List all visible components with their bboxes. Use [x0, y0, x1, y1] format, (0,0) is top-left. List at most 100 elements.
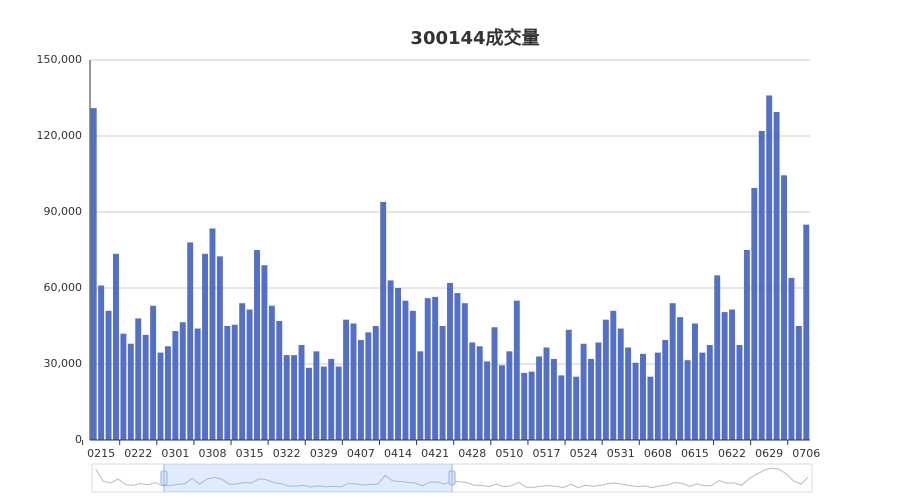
- x-tick-label: 0510: [495, 447, 523, 460]
- x-tick-label: 0421: [421, 447, 449, 460]
- bar: [550, 358, 557, 440]
- y-tick-label: 150,000: [37, 53, 83, 66]
- bar: [595, 342, 602, 440]
- bar: [113, 253, 119, 440]
- bar: [491, 327, 498, 440]
- bar: [602, 319, 609, 440]
- bar: [699, 352, 706, 440]
- bar: [306, 367, 312, 440]
- x-tick-label: 0428: [458, 447, 486, 460]
- y-tick-label: 30,000: [44, 357, 83, 370]
- y-tick-label: 60,000: [44, 281, 83, 294]
- bar: [409, 310, 416, 440]
- x-tick-label: 0615: [681, 447, 709, 460]
- bar: [654, 352, 661, 440]
- x-tick-label: 0315: [236, 447, 264, 460]
- x-tick-label: 0629: [755, 447, 783, 460]
- bar: [380, 201, 387, 440]
- bar: [580, 343, 587, 440]
- bar: [157, 352, 164, 440]
- x-tick-label: 0608: [644, 447, 672, 460]
- bar: [395, 288, 402, 440]
- bar: [150, 305, 157, 440]
- bar: [350, 323, 357, 440]
- bar: [439, 326, 446, 440]
- bar: [721, 312, 728, 440]
- x-tick-label: 0531: [607, 447, 635, 460]
- bar: [795, 326, 802, 440]
- x-tick-label: 0301: [161, 447, 189, 460]
- bar: [357, 339, 364, 440]
- bar: [543, 347, 550, 440]
- bar: [343, 319, 350, 440]
- x-tick-label: 0517: [532, 447, 560, 460]
- bar: [105, 310, 112, 440]
- bar: [751, 187, 758, 440]
- bar: [447, 282, 453, 440]
- x-tick-label: 0215: [87, 447, 115, 460]
- bar: [142, 334, 149, 440]
- chart-title: 300144成交量: [410, 27, 539, 49]
- x-tick-label: 0414: [384, 447, 412, 460]
- bar: [209, 228, 216, 440]
- bar: [506, 351, 513, 440]
- x-tick-label: 0622: [718, 447, 746, 460]
- bar: [781, 175, 787, 440]
- zoom-window[interactable]: [164, 464, 452, 492]
- bar: [335, 366, 342, 440]
- bar: [788, 277, 795, 440]
- bar: [127, 343, 134, 440]
- bar: [536, 356, 543, 440]
- x-tick-label: 0329: [310, 447, 338, 460]
- bar: [402, 300, 409, 440]
- bar: [773, 111, 780, 440]
- bar: [179, 322, 186, 440]
- bar: [328, 358, 335, 440]
- bar: [714, 275, 721, 440]
- bar: [632, 362, 639, 440]
- bar: [498, 365, 505, 440]
- bar: [216, 256, 223, 440]
- bar: [766, 95, 773, 440]
- bar: [573, 376, 580, 440]
- bar: [617, 328, 624, 440]
- y-tick-label: 120,000: [37, 129, 83, 142]
- bar: [276, 320, 283, 440]
- bar: [291, 355, 298, 440]
- bar: [521, 372, 528, 440]
- bar: [372, 326, 379, 440]
- bar: [202, 253, 209, 440]
- bar: [736, 345, 743, 440]
- bar: [758, 130, 765, 440]
- bar: [320, 366, 327, 440]
- bar: [610, 310, 617, 440]
- bar: [588, 358, 594, 440]
- bar: [98, 285, 105, 440]
- x-tick-label: 0222: [124, 447, 152, 460]
- bar: [528, 371, 535, 440]
- bar: [706, 345, 713, 440]
- bar: [231, 324, 238, 440]
- bar: [691, 323, 698, 440]
- bar: [484, 361, 491, 440]
- bar: [432, 296, 439, 440]
- bar: [513, 300, 520, 440]
- bar: [90, 108, 97, 440]
- bar: [268, 305, 275, 440]
- bar: [194, 328, 201, 440]
- bar: [454, 293, 461, 440]
- x-tick-label: 0308: [198, 447, 226, 460]
- bar: [187, 242, 194, 440]
- bar: [224, 326, 231, 440]
- bar: [476, 346, 483, 440]
- bar: [261, 265, 268, 440]
- bar: [625, 347, 632, 440]
- x-tick-label: 0524: [570, 447, 598, 460]
- bar: [254, 250, 260, 440]
- bar: [365, 332, 372, 440]
- bar: [684, 360, 691, 440]
- bar: [640, 353, 646, 440]
- bar: [424, 298, 431, 440]
- bar: [246, 309, 253, 440]
